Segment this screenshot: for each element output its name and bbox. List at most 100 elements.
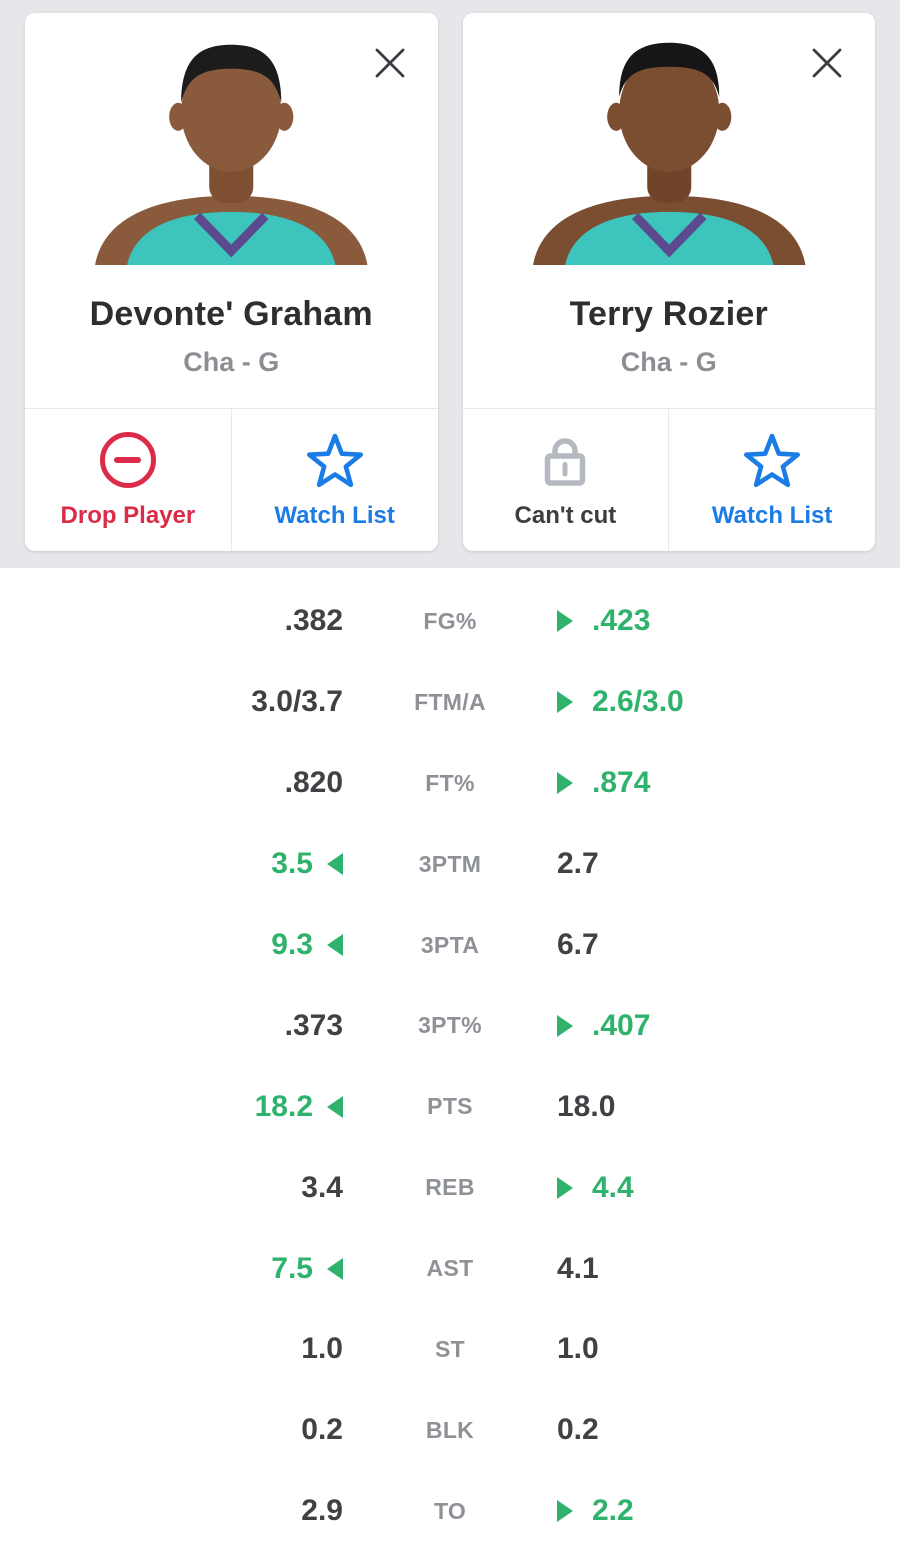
stat-value-right: 4.1 — [557, 1251, 599, 1285]
star-icon — [744, 431, 801, 489]
minus-circle-icon — [99, 431, 156, 489]
stat-value-right: 6.7 — [557, 928, 599, 961]
watch-list-button[interactable]: Watch List — [230, 409, 438, 551]
stat-row: .382 FG% .423 — [0, 581, 900, 662]
stat-value-left: .373 — [284, 1008, 343, 1042]
close-icon[interactable] — [807, 43, 847, 83]
stat-value-right: 4.4 — [592, 1170, 634, 1204]
stat-left-cell: .373 — [0, 1009, 343, 1043]
stat-value-left: 3.0/3.7 — [251, 685, 343, 719]
stat-row: 3.0/3.7 FTM/A 2.6/3.0 — [0, 662, 900, 743]
action-label: Can't cut — [514, 501, 617, 529]
stat-row: 7.5 AST 4.1 — [0, 1228, 900, 1309]
stat-right-cell: 1.0 — [557, 1332, 900, 1366]
stat-label: 3PTM — [418, 850, 482, 877]
stat-value-right: 1.0 — [557, 1332, 599, 1366]
stat-value-left: 0.2 — [301, 1413, 343, 1447]
stat-left-cell: 9.3 — [0, 928, 343, 962]
advantage-arrow-left-icon — [327, 934, 343, 956]
stat-right-cell: 2.6/3.0 — [557, 685, 900, 719]
player-headshot-right — [462, 13, 875, 265]
stat-right-cell: .423 — [557, 604, 900, 638]
stat-left-cell: 2.9 — [0, 1494, 343, 1528]
compare-header: Devonte' Graham Cha - G Drop Player Watc… — [0, 0, 900, 568]
stat-label-cell: PTS — [343, 1093, 557, 1120]
player-card-left: Devonte' Graham Cha - G Drop Player Watc… — [25, 13, 438, 551]
stat-label: FG% — [423, 607, 477, 634]
stat-label: TO — [433, 1497, 467, 1524]
watch-list-button[interactable]: Watch List — [668, 409, 875, 551]
stat-row: 18.2 PTS 18.0 — [0, 1066, 900, 1147]
stats-table: .382 FG% .423 3.0/3.7 FTM/A 2.6/3.0 .820 — [0, 568, 900, 1545]
stat-label-cell: FTM/A — [343, 689, 557, 716]
stat-label: FTM/A — [414, 688, 486, 715]
stat-left-cell: 3.4 — [0, 1171, 343, 1205]
stat-label: REB — [425, 1174, 475, 1201]
advantage-arrow-left-icon — [327, 853, 343, 876]
stat-value-right: 2.2 — [592, 1494, 634, 1528]
stat-label: FT% — [425, 769, 475, 796]
stat-label-cell: FT% — [343, 770, 557, 797]
lock-icon — [539, 431, 591, 489]
stat-right-cell: .874 — [557, 766, 900, 800]
stat-left-cell: 3.0/3.7 — [0, 685, 343, 719]
stat-value-left: 1.0 — [301, 1332, 343, 1366]
stat-value-left: 2.9 — [301, 1494, 343, 1528]
stat-right-cell: 4.4 — [557, 1171, 900, 1205]
stat-label-cell: ST — [343, 1336, 557, 1363]
advantage-arrow-right-icon — [557, 691, 573, 714]
player-team-position: Cha - G — [183, 347, 280, 377]
stat-left-cell: 18.2 — [0, 1090, 343, 1124]
player-name: Terry Rozier — [569, 295, 768, 333]
stat-label-cell: 3PTM — [343, 851, 557, 878]
stat-left-cell: 1.0 — [0, 1332, 343, 1366]
stat-label: AST — [426, 1255, 474, 1282]
stat-right-cell: 2.7 — [557, 847, 900, 881]
stat-value-right: 0.2 — [557, 1413, 599, 1447]
stat-value-left: 18.2 — [254, 1089, 313, 1123]
stat-label-cell: FG% — [343, 608, 557, 635]
stat-left-cell: .820 — [0, 766, 343, 800]
stat-left-cell: 3.5 — [0, 847, 343, 881]
action-label: Watch List — [274, 501, 395, 529]
player-card-right: Terry Rozier Cha - G Can't cut Watch Lis… — [462, 13, 876, 551]
stat-row: 0.2 BLK 0.2 — [0, 1390, 900, 1471]
action-label: Watch List — [711, 501, 833, 529]
stat-label-cell: AST — [343, 1255, 557, 1282]
stat-label-cell: 3PT% — [343, 1012, 557, 1039]
stat-label-cell: TO — [343, 1498, 557, 1525]
stat-row: 3.4 REB 4.4 — [0, 1147, 900, 1228]
stat-label: ST — [435, 1335, 465, 1362]
stat-label: 3PT% — [418, 1012, 482, 1039]
player-photo-graphic — [462, 13, 875, 265]
stat-left-cell: .382 — [0, 604, 343, 638]
card-actions: Can't cut Watch List — [463, 409, 876, 551]
stat-value-right: .407 — [592, 1008, 651, 1042]
stat-row: 1.0 ST 1.0 — [0, 1309, 900, 1390]
stat-value-right: .423 — [592, 604, 651, 638]
stat-label: PTS — [427, 1093, 473, 1120]
player-name: Devonte' Graham — [89, 295, 373, 333]
advantage-arrow-left-icon — [327, 1095, 343, 1118]
star-icon — [306, 431, 363, 489]
stat-value-left: .820 — [284, 766, 343, 800]
advantage-arrow-right-icon — [557, 1014, 573, 1037]
stat-label-cell: BLK — [343, 1417, 557, 1444]
stat-right-cell: 18.0 — [557, 1090, 900, 1124]
stat-right-cell: 4.1 — [557, 1252, 900, 1286]
stat-row: .820 FT% .874 — [0, 743, 900, 824]
stat-value-left: 9.3 — [271, 928, 313, 961]
divider — [462, 408, 875, 409]
stat-right-cell: 0.2 — [557, 1413, 900, 1447]
stat-value-left: .382 — [284, 604, 343, 638]
stat-row: 3.5 3PTM 2.7 — [0, 824, 900, 905]
stat-value-right: .874 — [592, 766, 651, 800]
close-icon[interactable] — [370, 43, 410, 83]
stat-left-cell: 7.5 — [0, 1252, 343, 1286]
stat-value-right: 2.7 — [557, 847, 599, 881]
stat-label: 3PTA — [420, 931, 480, 958]
drop-player-button[interactable]: Drop Player — [25, 409, 231, 551]
stat-row: 2.9 TO 2.2 — [0, 1471, 900, 1545]
player-team-position: Cha - G — [620, 347, 717, 377]
stat-value-right: 2.6/3.0 — [592, 685, 684, 719]
